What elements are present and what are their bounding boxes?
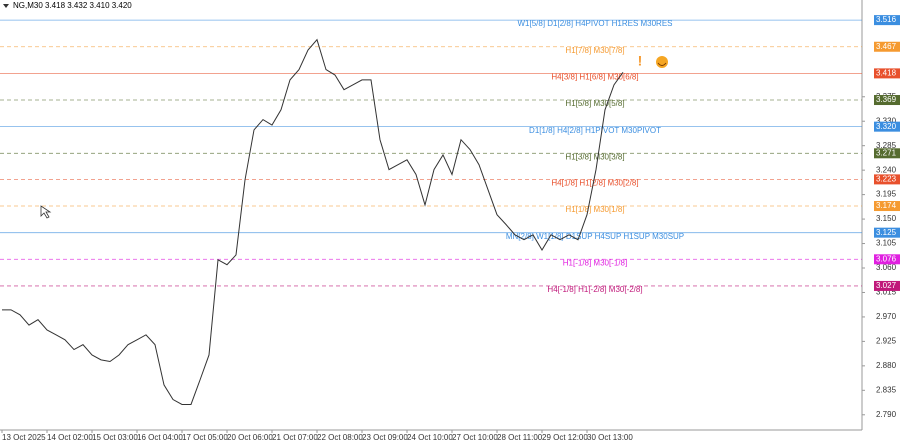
y-tick-label: 2.880 xyxy=(876,361,897,370)
price-tag xyxy=(874,68,900,79)
level-label: H1[7/8] M30[7/8] xyxy=(565,46,624,55)
y-tick-label: 3.150 xyxy=(876,214,897,223)
price-tag xyxy=(874,280,900,291)
x-tick-label: 24 Oct 10:00 xyxy=(407,433,453,442)
price-tag xyxy=(874,121,900,132)
x-tick-label: 30 Oct 13:00 xyxy=(587,433,633,442)
y-tick-label: 2.835 xyxy=(876,385,897,394)
mouse-cursor xyxy=(40,205,52,219)
price-tag xyxy=(874,15,900,26)
y-tick-label: 3.330 xyxy=(876,116,897,125)
price-tag-label: 3.516 xyxy=(876,15,897,24)
price-tag-label: 3.027 xyxy=(876,281,897,290)
price-tag xyxy=(874,95,900,106)
smiley-mouth xyxy=(657,62,667,66)
price-tag-label: 3.271 xyxy=(876,148,897,157)
y-tick-label: 3.285 xyxy=(876,141,897,150)
price-tag xyxy=(874,174,900,185)
level-label: H1[1/8] M30[1/8] xyxy=(565,205,624,214)
level-label: D1[1/8] H4[2/8] H1PIVOT M30PIVOT xyxy=(529,126,661,135)
x-tick-label: 15 Oct 03:00 xyxy=(92,433,138,442)
x-tick-label: 20 Oct 06:00 xyxy=(227,433,273,442)
y-tick-label: 3.240 xyxy=(876,165,897,174)
y-tick-label: 2.925 xyxy=(876,337,897,346)
chart-title: NG,M30 3.418 3.432 3.410 3.420 xyxy=(13,1,132,10)
price-tag-label: 3.418 xyxy=(876,68,897,77)
price-line xyxy=(2,38,624,405)
price-tag-label: 3.369 xyxy=(876,95,897,104)
level-label: W1[5/8] D1[2/8] H4PIVOT H1RES M30RES xyxy=(517,19,672,28)
menu-arrow[interactable] xyxy=(3,4,9,8)
price-tag xyxy=(874,41,900,52)
level-label: H4[1/8] H1[2/8] M30[2/8] xyxy=(551,179,638,188)
level-label: H1[5/8] M30[5/8] xyxy=(565,99,624,108)
level-label: MN[2/8] W1[1/8] D1SUP H4SUP H1SUP M30SUP xyxy=(506,232,684,241)
x-tick-label: 28 Oct 11:00 xyxy=(497,433,543,442)
x-tick-label: 23 Oct 09:00 xyxy=(362,433,408,442)
price-tag-label: 3.174 xyxy=(876,201,897,210)
x-tick-label: 16 Oct 04:00 xyxy=(137,433,183,442)
alert-icon: ! xyxy=(638,53,643,69)
price-tag xyxy=(874,227,900,238)
level-label: H1[-1/8] M30[-1/8] xyxy=(563,258,627,267)
level-label: H1[3/8] M30[3/8] xyxy=(565,152,624,161)
x-tick-label: 17 Oct 05:00 xyxy=(182,433,228,442)
x-tick-label: 14 Oct 02:00 xyxy=(47,433,93,442)
y-tick-label: 2.970 xyxy=(876,312,897,321)
x-tick-label: 21 Oct 07:00 xyxy=(272,433,318,442)
price-tag xyxy=(874,254,900,265)
x-tick-label: 29 Oct 12:00 xyxy=(542,433,588,442)
x-tick-label: 13 Oct 2025 xyxy=(2,433,46,442)
x-tick-label: 22 Oct 08:00 xyxy=(317,433,363,442)
level-label: H4[-1/8] H1[-2/8] M30[-2/8] xyxy=(547,285,642,294)
x-tick-label: 27 Oct 10:00 xyxy=(452,433,498,442)
y-tick-label: 3.015 xyxy=(876,288,897,297)
price-tag xyxy=(874,201,900,212)
price-tag xyxy=(874,148,900,159)
price-tag-label: 3.125 xyxy=(876,228,897,237)
smiley-icon xyxy=(656,56,668,68)
y-tick-label: 3.195 xyxy=(876,190,897,199)
y-tick-label: 2.790 xyxy=(876,410,897,419)
price-tag-label: 3.467 xyxy=(876,42,897,51)
level-label: H4[3/8] H1[6/8] M30[6/8] xyxy=(551,72,638,81)
price-tag-label: 3.076 xyxy=(876,254,897,263)
y-tick-label: 3.060 xyxy=(876,263,897,272)
price-tag-label: 3.320 xyxy=(876,122,897,131)
y-tick-label: 3.105 xyxy=(876,239,897,248)
price-tag-label: 3.223 xyxy=(876,175,897,184)
